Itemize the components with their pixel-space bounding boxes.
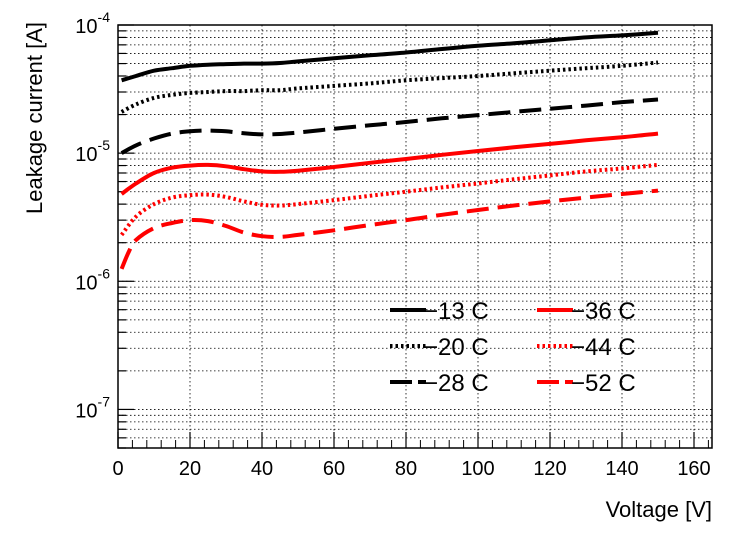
y-tick-base: 10	[75, 16, 97, 38]
x-tick-label: 160	[677, 458, 710, 480]
legend: −13 C −20 C −28 C −36 C −44 C −52 C	[390, 298, 636, 397]
legend-label-3: −28 C	[424, 370, 489, 397]
x-tick-label: 100	[461, 458, 494, 480]
x-tick-label: 140	[605, 458, 638, 480]
x-tick-label: 120	[533, 458, 566, 480]
legend-label-2: −20 C	[424, 334, 489, 361]
series-line-1	[121, 30, 659, 83]
x-tick-label: 40	[251, 458, 273, 480]
series-line-2	[120, 60, 659, 114]
y-tick-labels: 10-710-610-510-4	[75, 9, 110, 422]
x-tick-labels: 0 20 40 60 80 100 120 140 160	[112, 458, 710, 480]
series-line-5	[120, 162, 659, 237]
x-tick-label: 60	[323, 458, 345, 480]
legend-label-5: −44 C	[571, 334, 636, 361]
series-line-6	[119, 188, 659, 270]
y-tick-label: 10-7	[75, 393, 110, 422]
y-tick-exponent: -4	[98, 9, 111, 25]
y-tick-label: 10-4	[75, 9, 110, 38]
legend-label-4: −36 C	[571, 298, 636, 325]
y-tick-base: 10	[75, 144, 97, 166]
y-tick-exponent: -7	[98, 393, 111, 409]
y-tick-exponent: -6	[98, 265, 111, 281]
plot-frame	[117, 24, 713, 449]
y-axis-title: Leakage current [A]	[22, 22, 47, 214]
series-line-4	[120, 131, 659, 196]
axis-ticks	[117, 24, 709, 449]
y-tick-base: 10	[75, 272, 97, 294]
y-tick-base: 10	[75, 400, 97, 422]
legend-label-6: −52 C	[571, 370, 636, 397]
data-series	[119, 30, 659, 270]
y-tick-label: 10-6	[75, 265, 110, 294]
x-tick-label: 0	[112, 458, 123, 480]
y-tick-label: 10-5	[75, 137, 110, 166]
y-tick-exponent: -5	[98, 137, 111, 153]
series-line-3	[120, 97, 659, 155]
x-axis-title: Voltage [V]	[606, 497, 712, 522]
x-tick-label: 20	[179, 458, 201, 480]
legend-label-1: −13 C	[424, 298, 489, 325]
x-tick-label: 80	[395, 458, 417, 480]
